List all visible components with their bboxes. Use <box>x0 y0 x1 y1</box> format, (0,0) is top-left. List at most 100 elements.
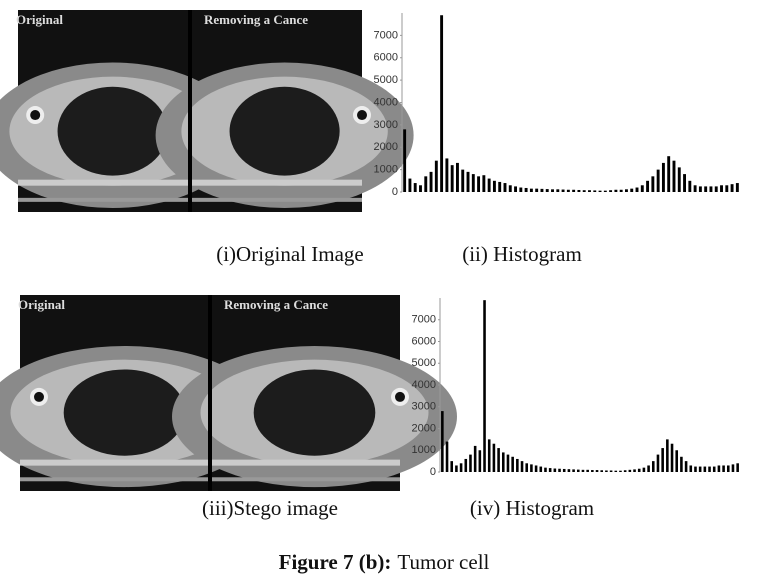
histogram-bar <box>450 165 454 192</box>
bone-hole <box>395 391 405 402</box>
histogram-bar <box>471 174 475 192</box>
chart-caption: (iv) Histogram <box>470 496 594 520</box>
histogram-bar <box>694 466 697 472</box>
histogram-bar <box>506 454 510 472</box>
histogram-bar <box>619 189 623 192</box>
divider <box>208 295 212 491</box>
histogram-bar <box>408 178 412 192</box>
histogram-bar <box>712 466 716 472</box>
histogram-bar <box>466 171 470 192</box>
histogram-bar <box>651 176 655 192</box>
histogram-bar <box>591 470 594 472</box>
histogram-bar <box>688 180 692 192</box>
histogram-bar <box>672 160 676 192</box>
figure-text: Tumor cell <box>397 550 489 574</box>
histogram-bar <box>683 174 686 192</box>
image-label: Original <box>18 297 65 312</box>
histogram-bar <box>586 469 589 472</box>
image-label: Removing a Cance <box>204 12 308 27</box>
histogram-bar <box>403 129 407 192</box>
histogram-bar <box>558 468 561 472</box>
y-tick-label: 1000 <box>412 444 436 456</box>
histogram-bar <box>600 470 604 472</box>
y-tick-label: 4000 <box>412 379 436 391</box>
histogram-bar <box>667 156 671 192</box>
histogram-bar <box>561 189 565 192</box>
histogram-bar <box>661 448 664 472</box>
histogram-bar <box>670 443 674 472</box>
histogram-bar <box>603 190 607 192</box>
histogram-bar <box>698 186 702 192</box>
histogram-bar <box>572 469 575 472</box>
histogram-bar <box>473 445 477 472</box>
divider <box>188 10 192 212</box>
histogram-bar <box>651 461 655 472</box>
histogram-bar <box>625 189 628 192</box>
histogram-bar <box>582 190 586 192</box>
y-tick-label: 6000 <box>412 335 436 347</box>
histogram-bar <box>501 452 505 472</box>
histogram-bar <box>656 454 660 472</box>
histogram-bar <box>445 441 449 472</box>
histogram-bar <box>666 439 669 472</box>
figure-caption: Figure 7 (b): Tumor cell <box>279 550 490 574</box>
histogram-bar <box>469 454 472 472</box>
histogram-bar <box>464 458 468 472</box>
histogram-bar <box>544 467 547 472</box>
y-tick-label: 2000 <box>374 141 398 153</box>
histogram-bar <box>677 167 681 192</box>
lung <box>63 369 186 456</box>
y-tick-label: 3000 <box>374 119 398 131</box>
y-tick-label: 7000 <box>412 314 436 326</box>
histogram-bar <box>640 185 644 192</box>
image-label: Removing a Cance <box>224 297 328 312</box>
histogram-bar <box>545 189 549 192</box>
histogram-bar <box>703 466 707 472</box>
histogram-bar <box>609 470 613 472</box>
ct-image: Original Removing a Cance <box>0 295 457 491</box>
histogram-bar <box>413 183 417 192</box>
histogram-bar <box>562 468 566 472</box>
histogram-bar <box>525 463 529 472</box>
histogram-bar <box>698 466 702 472</box>
histogram-bar <box>647 465 650 472</box>
histogram-bar <box>675 450 679 472</box>
histogram-bar <box>459 463 463 472</box>
histogram-bar <box>623 470 627 472</box>
histogram-bar <box>492 443 496 472</box>
histogram-bar <box>424 176 428 192</box>
image-caption: (iii)Stego image <box>202 496 338 520</box>
histogram-bar <box>434 160 438 192</box>
chart-caption: (ii) Histogram <box>462 242 582 266</box>
bone-hole <box>30 110 41 121</box>
y-tick-label: 1000 <box>374 164 398 176</box>
histogram-bar <box>642 467 646 472</box>
histogram-bar <box>598 190 602 192</box>
histogram-bar <box>503 183 507 192</box>
histogram-bar <box>551 189 554 192</box>
ct-image: Original Removing a Cance <box>0 10 414 212</box>
histogram-bar <box>595 470 599 472</box>
y-tick-label: 0 <box>392 186 398 198</box>
histogram-bar <box>440 15 444 192</box>
histogram-bar <box>514 186 517 192</box>
histogram-bar <box>567 469 571 472</box>
histogram-bar <box>736 463 739 472</box>
histogram-bar <box>725 185 729 192</box>
histogram-bar <box>524 187 528 192</box>
histogram-bar <box>478 450 482 472</box>
histogram-bar <box>605 470 608 472</box>
histogram-bar <box>456 162 459 192</box>
histogram-bar <box>614 189 618 192</box>
y-tick-label: 3000 <box>412 401 436 413</box>
histogram-bar <box>630 188 634 192</box>
histogram-bar <box>714 186 718 192</box>
image-caption: (i)Original Image <box>216 242 364 266</box>
histogram-bar <box>619 470 622 472</box>
histogram-bar <box>539 466 543 472</box>
lung <box>253 369 376 456</box>
y-tick-label: 6000 <box>374 52 398 64</box>
histogram-bar <box>508 185 512 192</box>
histogram-bar <box>520 461 524 472</box>
